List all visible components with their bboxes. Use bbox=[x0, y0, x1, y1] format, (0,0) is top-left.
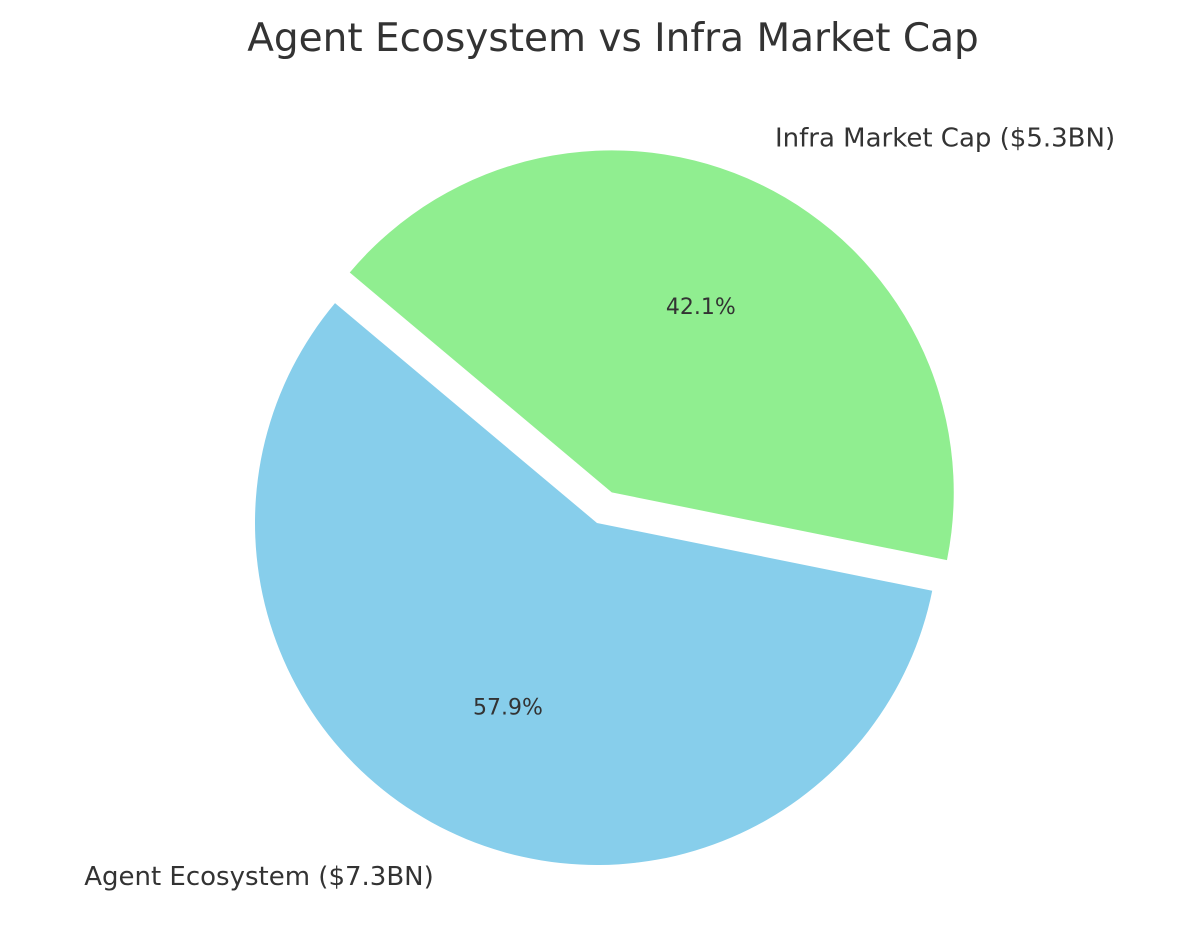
slice-percent-label: 57.9% bbox=[473, 695, 543, 720]
pie-labels: Agent Ecosystem ($7.3BN) 57.9% Infra Marke… bbox=[84, 123, 1115, 892]
pie-slice bbox=[254, 303, 933, 865]
slice-percent-label: 42.1% bbox=[666, 295, 736, 320]
slice-label: Agent Ecosystem ($7.3BN) bbox=[84, 862, 434, 892]
chart-title: Agent Ecosystem vs Infra Market Cap bbox=[247, 16, 979, 61]
pie-slice bbox=[349, 150, 954, 561]
pie-slices bbox=[254, 150, 954, 865]
slice-label: Infra Market Cap ($5.3BN) bbox=[775, 123, 1115, 153]
